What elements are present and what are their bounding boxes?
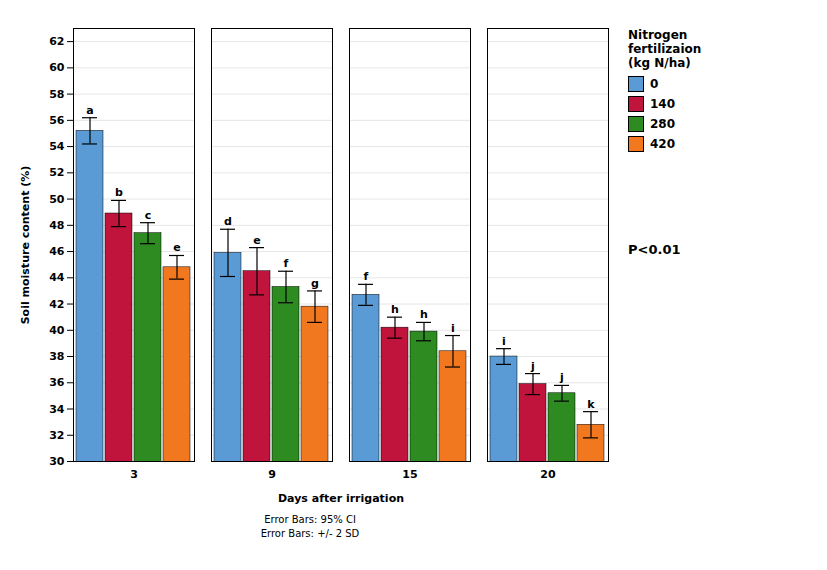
svg-text:50: 50: [49, 193, 65, 206]
svg-text:60: 60: [49, 61, 65, 74]
svg-text:g: g: [311, 277, 319, 290]
html-text:P<0.01: P<0.01: [628, 242, 681, 257]
svg-text:52: 52: [49, 166, 64, 179]
svg-text:62: 62: [49, 35, 64, 48]
svg-text:3: 3: [130, 468, 138, 481]
svg-text:h: h: [391, 303, 399, 316]
svg-text:f: f: [284, 257, 289, 270]
svg-text:h: h: [420, 308, 428, 321]
svg-text:54: 54: [49, 140, 65, 153]
svg-text:k: k: [587, 398, 595, 411]
html-text:420: 420: [650, 137, 676, 151]
svg-text:i: i: [451, 322, 455, 335]
svg-text:58: 58: [49, 88, 64, 101]
svg-text:20: 20: [540, 468, 556, 481]
svg-text:i: i: [502, 335, 506, 348]
svg-text:f: f: [364, 270, 369, 283]
html-text:140: 140: [650, 97, 676, 111]
svg-text:a: a: [86, 104, 93, 117]
svg-text:32: 32: [49, 429, 64, 442]
svg-text:9: 9: [268, 468, 276, 481]
svg-text:46: 46: [49, 245, 65, 258]
svg-text:Days after irrigation: Days after irrigation: [278, 492, 404, 505]
svg-text:38: 38: [49, 350, 64, 363]
html-text:Nitrogen fertilizaion (kg N/ha: Nitrogen fertilizaion (kg N/ha): [628, 28, 702, 70]
svg-text:44: 44: [49, 271, 65, 284]
svg-text:j: j: [530, 360, 535, 373]
svg-text:30: 30: [49, 455, 65, 468]
html-text:280: 280: [650, 117, 676, 131]
svg-text:e: e: [253, 234, 260, 247]
svg-text:40: 40: [49, 324, 65, 337]
svg-text:b: b: [115, 186, 123, 199]
svg-text:42: 42: [49, 298, 64, 311]
svg-text:c: c: [145, 209, 152, 222]
html-text:Error Bars: 95% CI: Error Bars: 95% CI: [264, 514, 356, 525]
svg-text:48: 48: [49, 219, 64, 232]
svg-text:15: 15: [402, 468, 417, 481]
svg-text:36: 36: [49, 376, 65, 389]
svg-text:e: e: [173, 241, 180, 254]
svg-text:d: d: [224, 215, 232, 228]
html-text:Error Bars: +/- 2 SD: Error Bars: +/- 2 SD: [260, 528, 360, 539]
svg-text:Soil moisture content (%): Soil moisture content (%): [19, 166, 32, 325]
svg-text:34: 34: [49, 403, 65, 416]
html-text:0: 0: [650, 77, 659, 91]
svg-text:j: j: [559, 371, 564, 384]
svg-text:56: 56: [49, 114, 65, 127]
